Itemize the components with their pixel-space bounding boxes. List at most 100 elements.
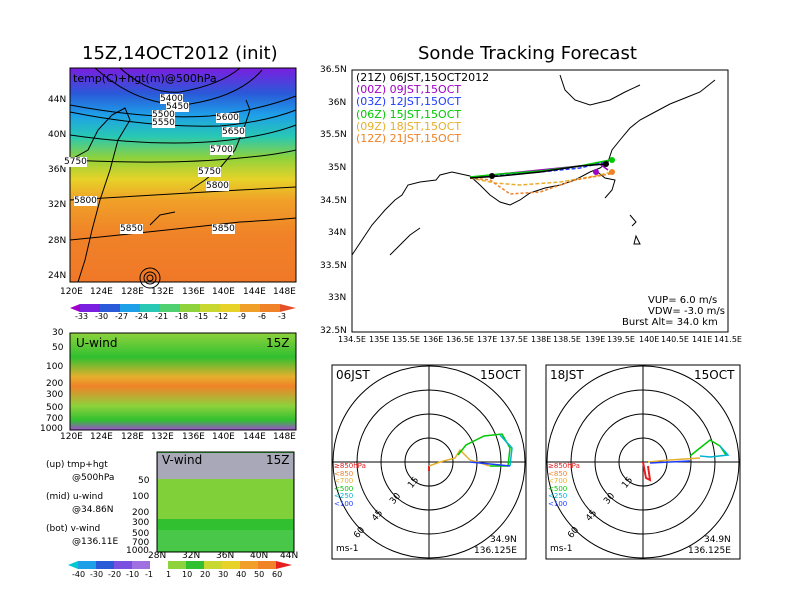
track-lon-tick: 136.5E — [446, 335, 474, 344]
lon-tick: 124E — [90, 287, 113, 297]
u-lon-tick: 124E — [90, 432, 113, 442]
v-lat-tick: 40N — [250, 551, 269, 561]
cbar-label: -33 — [75, 312, 89, 321]
track-lon-tick: 138.5E — [553, 335, 581, 344]
p-tick: 500 — [46, 403, 64, 413]
track-lon-tick: 141E — [692, 335, 713, 344]
lat-tick-24: 24N — [48, 271, 67, 281]
v-p-tick: 500 — [132, 529, 150, 539]
pressure-entry: <700 — [334, 477, 354, 485]
pressure-entry: <850 — [334, 469, 354, 478]
u-wind-panel — [69, 332, 297, 431]
cbar-label: -12 — [215, 312, 229, 321]
lon-tick: 120E — [60, 287, 83, 297]
track-lon-tick: 139.5E — [607, 335, 635, 344]
vcbar-label: -20 — [108, 570, 122, 579]
contour-label: 5850 — [120, 224, 143, 234]
contour-label: 5800 — [206, 181, 229, 191]
cbar-label: -24 — [135, 312, 149, 321]
track-title: Sonde Tracking Forecast — [418, 43, 637, 64]
legend-up-1: (up) tmp+hgt — [46, 460, 108, 470]
polar1-lat: 34.9N — [490, 535, 517, 545]
p-tick: 200 — [46, 379, 64, 389]
v-p-tick: 1000 — [126, 546, 149, 556]
vup-text: VUP= 6.0 m/s — [648, 295, 718, 306]
u-lon-tick: 136E — [182, 432, 205, 442]
vcbar-label: -30 — [90, 570, 104, 579]
pressure-entry: <250 — [548, 492, 568, 500]
vcbar-label: 1 — [166, 570, 172, 579]
legend-bot-1: (bot) v-wind — [46, 524, 101, 534]
v-p-tick: 300 — [132, 518, 150, 528]
v-p-tick: 200 — [132, 508, 150, 518]
polar2-units: ms-1 — [550, 544, 573, 554]
contour-label: 5550 — [152, 118, 175, 128]
p-tick: 30 — [52, 328, 64, 338]
u-lon-tick: 148E — [273, 432, 296, 442]
contour-label: 5450 — [166, 102, 189, 112]
v-p-tick: 700 — [132, 538, 150, 548]
u-lon-tick: 132E — [151, 432, 174, 442]
track-lon-tick: 141.5E — [714, 335, 742, 344]
u-lon-tick: 128E — [121, 432, 144, 442]
launch-legend: (21Z) 06JST,15OCT2012 (00Z) 09JST,15OCT … — [356, 71, 490, 145]
track-lon-tick: 137.5E — [500, 335, 528, 344]
vcbar-label: 50 — [254, 570, 265, 579]
contour-label: 5850 — [212, 224, 235, 234]
vcbar-label: 30 — [218, 570, 229, 579]
legend-mid-1: (mid) u-wind — [46, 492, 104, 502]
lon-tick: 148E — [273, 287, 296, 297]
vcbar-label: 40 — [236, 570, 247, 579]
track-lon-tick: 140E — [639, 335, 660, 344]
polar2-date: 15OCT — [694, 368, 735, 382]
pressure-entry: <500 — [334, 484, 354, 493]
polar-panel-1 — [331, 364, 527, 560]
track-map-panel — [351, 69, 729, 333]
launch-entry: (00Z) 09JST,15OCT — [356, 83, 462, 97]
track-lon-tick: 136E — [423, 335, 444, 344]
track-lon-tick: 134.5E — [338, 335, 366, 344]
vcbar-label: 10 — [182, 570, 193, 579]
polar1-lon: 136.125E — [474, 546, 517, 556]
cbar-label: -27 — [115, 312, 129, 321]
lon-tick: 128E — [121, 287, 144, 297]
vcbar-label: 20 — [200, 570, 211, 579]
track-lat-tick: 32.5N — [320, 326, 347, 336]
track-lat-tick: 33N — [328, 293, 347, 303]
coastline — [69, 107, 131, 283]
track-lon-tick: 139E — [585, 335, 606, 344]
launch-entry: (21Z) 06JST,15OCT2012 — [356, 71, 490, 84]
launch-entry: (09Z) 18JST,15OCT — [356, 119, 462, 133]
contour-label: 5750 — [198, 167, 221, 177]
polar1-date: 15OCT — [480, 368, 521, 382]
v-wind-panel — [156, 451, 295, 553]
vcbar-label: -10 — [126, 570, 140, 579]
contour-label: 5750 — [64, 157, 87, 167]
v-lat-tick: 32N — [182, 551, 201, 561]
v-wind-colorbar — [68, 561, 292, 569]
contour-label: 5700 — [210, 145, 233, 155]
lat-tick-40: 40N — [48, 130, 67, 140]
contour-label: 5800 — [74, 196, 97, 206]
p-tick: 100 — [46, 362, 64, 372]
polar1-time: 06JST — [336, 368, 370, 382]
contour-label: 5500 — [152, 110, 175, 120]
track-lon-tick: 138E — [531, 335, 552, 344]
launch-entry: (06Z) 15JST,15OCT — [356, 107, 462, 121]
v-p-tick: 50 — [138, 476, 150, 486]
lon-tick: 144E — [243, 287, 266, 297]
polar-panel-2 — [545, 364, 741, 560]
polar2-lon: 136.125E — [688, 546, 731, 556]
vdw-text: VDW= -3.0 m/s — [648, 306, 725, 317]
pressure-entry: <250 — [334, 492, 354, 500]
pressure-legend-1: ≥850hPa <850 <700 <500 <250 <100 — [334, 462, 366, 508]
track-lat-tick: 35.5N — [320, 130, 347, 140]
launch-entry: (03Z) 12JST,15OCT — [356, 95, 462, 109]
pressure-entry: ≥850hPa — [334, 462, 366, 470]
lon-tick: 132E — [151, 287, 174, 297]
u-wind-label: U-wind — [76, 336, 118, 350]
p-tick: 700 — [46, 414, 64, 424]
v-wind-time: 15Z — [266, 453, 290, 467]
p-tick: 300 — [46, 390, 64, 400]
lat-tick-44: 44N — [48, 95, 67, 105]
